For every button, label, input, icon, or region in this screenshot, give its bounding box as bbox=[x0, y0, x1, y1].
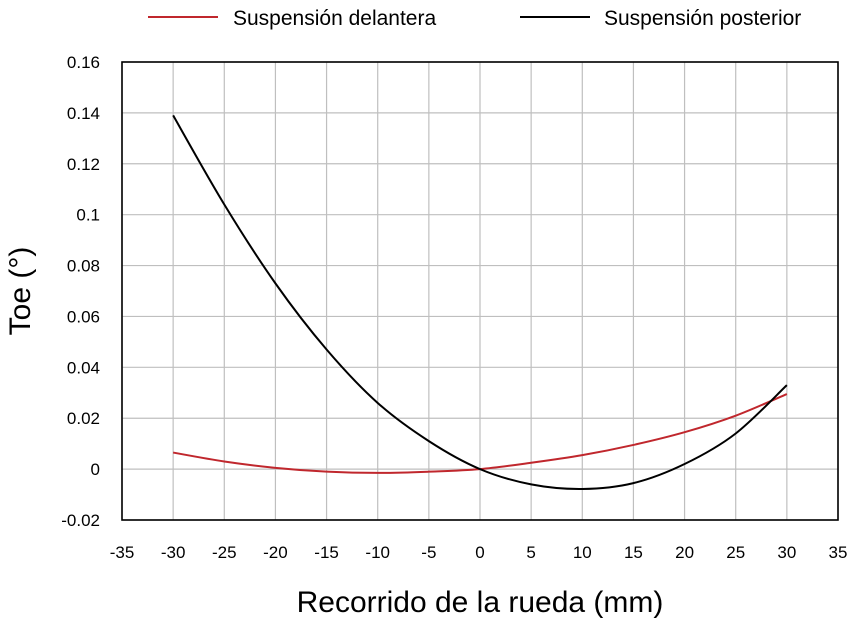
x-axis-title: Recorrido de la rueda (mm) bbox=[297, 586, 664, 619]
y-axis-title: Toe (°) bbox=[4, 247, 37, 336]
y-tick-label: 0.16 bbox=[67, 53, 100, 72]
x-tick-label: -35 bbox=[110, 543, 135, 562]
x-tick-label: -10 bbox=[365, 543, 390, 562]
y-axis-tick-labels: -0.02 0 0.02 0.04 0.06 0.08 0.1 0.12 0.14 0.16 bbox=[61, 53, 100, 530]
y-tick-label: 0.04 bbox=[67, 358, 100, 377]
y-tick-label: 0.12 bbox=[67, 155, 100, 174]
y-tick-label: 0.02 bbox=[67, 409, 100, 428]
x-tick-label: 0 bbox=[475, 543, 484, 562]
x-tick-label: -20 bbox=[263, 543, 288, 562]
y-tick-label: 0 bbox=[91, 460, 100, 479]
x-tick-label: -5 bbox=[421, 543, 436, 562]
grid-lines bbox=[121, 61, 839, 521]
x-tick-label: -30 bbox=[161, 543, 186, 562]
x-tick-label: 30 bbox=[777, 543, 796, 562]
x-tick-label: 25 bbox=[726, 543, 745, 562]
legend: Suspensión delantera Suspensión posterio… bbox=[148, 7, 801, 30]
x-tick-label: 35 bbox=[829, 543, 848, 562]
x-tick-label: 5 bbox=[526, 543, 535, 562]
series-layer bbox=[172, 114, 788, 490]
plot-area-frame bbox=[121, 61, 839, 521]
x-tick-label: 20 bbox=[675, 543, 694, 562]
x-tick-label: -15 bbox=[314, 543, 339, 562]
y-tick-label: 0.1 bbox=[76, 206, 100, 225]
x-tick-label: 15 bbox=[624, 543, 643, 562]
y-tick-label: 0.08 bbox=[67, 257, 100, 276]
series-line-rear-suspension bbox=[172, 114, 788, 490]
y-tick-label: 0.14 bbox=[67, 104, 100, 123]
x-axis-tick-labels: -35 -30 -25 -20 -15 -10 -5 0 5 10 15 20 25 30 35 bbox=[110, 543, 848, 562]
x-tick-label: -25 bbox=[212, 543, 237, 562]
legend-label-front: Suspensión delantera bbox=[233, 7, 436, 30]
legend-label-rear: Suspensión posterior bbox=[604, 7, 801, 30]
y-tick-label: 0.06 bbox=[67, 307, 100, 326]
y-tick-label: -0.02 bbox=[61, 511, 100, 530]
x-tick-label: 10 bbox=[573, 543, 592, 562]
